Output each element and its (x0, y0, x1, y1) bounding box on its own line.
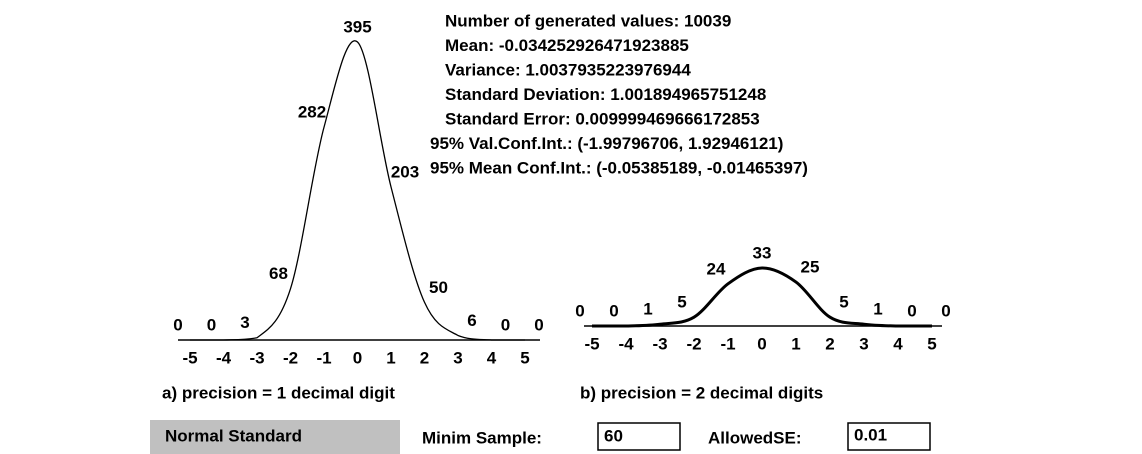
sample-label: Minim Sample: (422, 428, 542, 447)
normal-standard-button[interactable] (150, 420, 400, 454)
point-label: 282 (298, 103, 326, 122)
x-tick-label: -1 (720, 334, 735, 353)
point-label: 25 (801, 258, 820, 277)
stat-line: Standard Error: 0.009999469666172853 (445, 109, 760, 128)
x-tick-label: 4 (487, 348, 497, 367)
x-tick-label: -1 (316, 348, 331, 367)
button-label[interactable]: Normal Standard (165, 426, 302, 445)
point-label: 24 (707, 259, 726, 278)
point-label: 395 (343, 17, 371, 36)
distribution-curve (592, 266, 932, 328)
stat-line: Variance: 1.0037935223976944 (445, 60, 691, 79)
stat-line: 95% Val.Conf.Int.: (-1.99796706, 1.92946… (430, 134, 783, 153)
x-tick-label: 5 (520, 348, 529, 367)
point-label: 0 (534, 315, 543, 334)
se-label: AllowedSE: (708, 428, 802, 447)
point-label: 5 (677, 293, 686, 312)
x-tick-label: 3 (859, 334, 868, 353)
stat-line: Standard Deviation: 1.001894965751248 (445, 85, 766, 104)
point-label: 33 (753, 243, 772, 262)
stat-line: 95% Mean Conf.Int.: (-0.05385189, -0.014… (430, 158, 808, 177)
point-label: 0 (575, 301, 584, 320)
x-tick-label: 2 (420, 348, 429, 367)
stat-line: Number of generated values: 10039 (445, 11, 731, 30)
point-label: 203 (391, 162, 419, 181)
x-tick-label: 3 (453, 348, 462, 367)
distribution-curve (190, 40, 525, 341)
sample-input[interactable] (597, 422, 681, 451)
x-tick-label: -3 (249, 348, 264, 367)
point-label: 50 (429, 278, 448, 297)
x-tick-label: -5 (584, 334, 599, 353)
point-label: 3 (240, 313, 249, 332)
x-tick-label: -4 (618, 334, 634, 353)
x-tick-label: -2 (283, 348, 298, 367)
point-label: 68 (269, 264, 288, 283)
point-label: 0 (173, 315, 182, 334)
x-tick-label: -2 (686, 334, 701, 353)
x-tick-label: 4 (893, 334, 903, 353)
sample-value[interactable]: 60 (604, 426, 623, 445)
point-label: 0 (501, 315, 510, 334)
point-label: 0 (907, 301, 916, 320)
point-label: 0 (941, 301, 950, 320)
x-tick-label: 5 (927, 334, 936, 353)
point-label: 1 (643, 300, 652, 319)
x-tick-label: -5 (182, 348, 197, 367)
point-label: 0 (207, 315, 216, 334)
point-label: 5 (839, 293, 848, 312)
x-tick-label: 1 (386, 348, 395, 367)
point-label: 0 (609, 301, 618, 320)
se-input[interactable] (847, 422, 931, 451)
panel-caption: b) precision = 2 decimal digits (580, 383, 823, 402)
x-tick-label: 2 (825, 334, 834, 353)
stat-line: Mean: -0.034252926471923885 (445, 36, 689, 55)
panel-caption: a) precision = 1 decimal digit (162, 383, 395, 402)
x-tick-label: 1 (791, 334, 800, 353)
se-value[interactable]: 0.01 (854, 425, 887, 444)
x-tick-label: 0 (757, 334, 766, 353)
point-label: 1 (873, 300, 882, 319)
x-tick-label: 0 (353, 348, 362, 367)
x-tick-label: -4 (216, 348, 232, 367)
point-label: 6 (467, 311, 476, 330)
x-tick-label: -3 (652, 334, 667, 353)
